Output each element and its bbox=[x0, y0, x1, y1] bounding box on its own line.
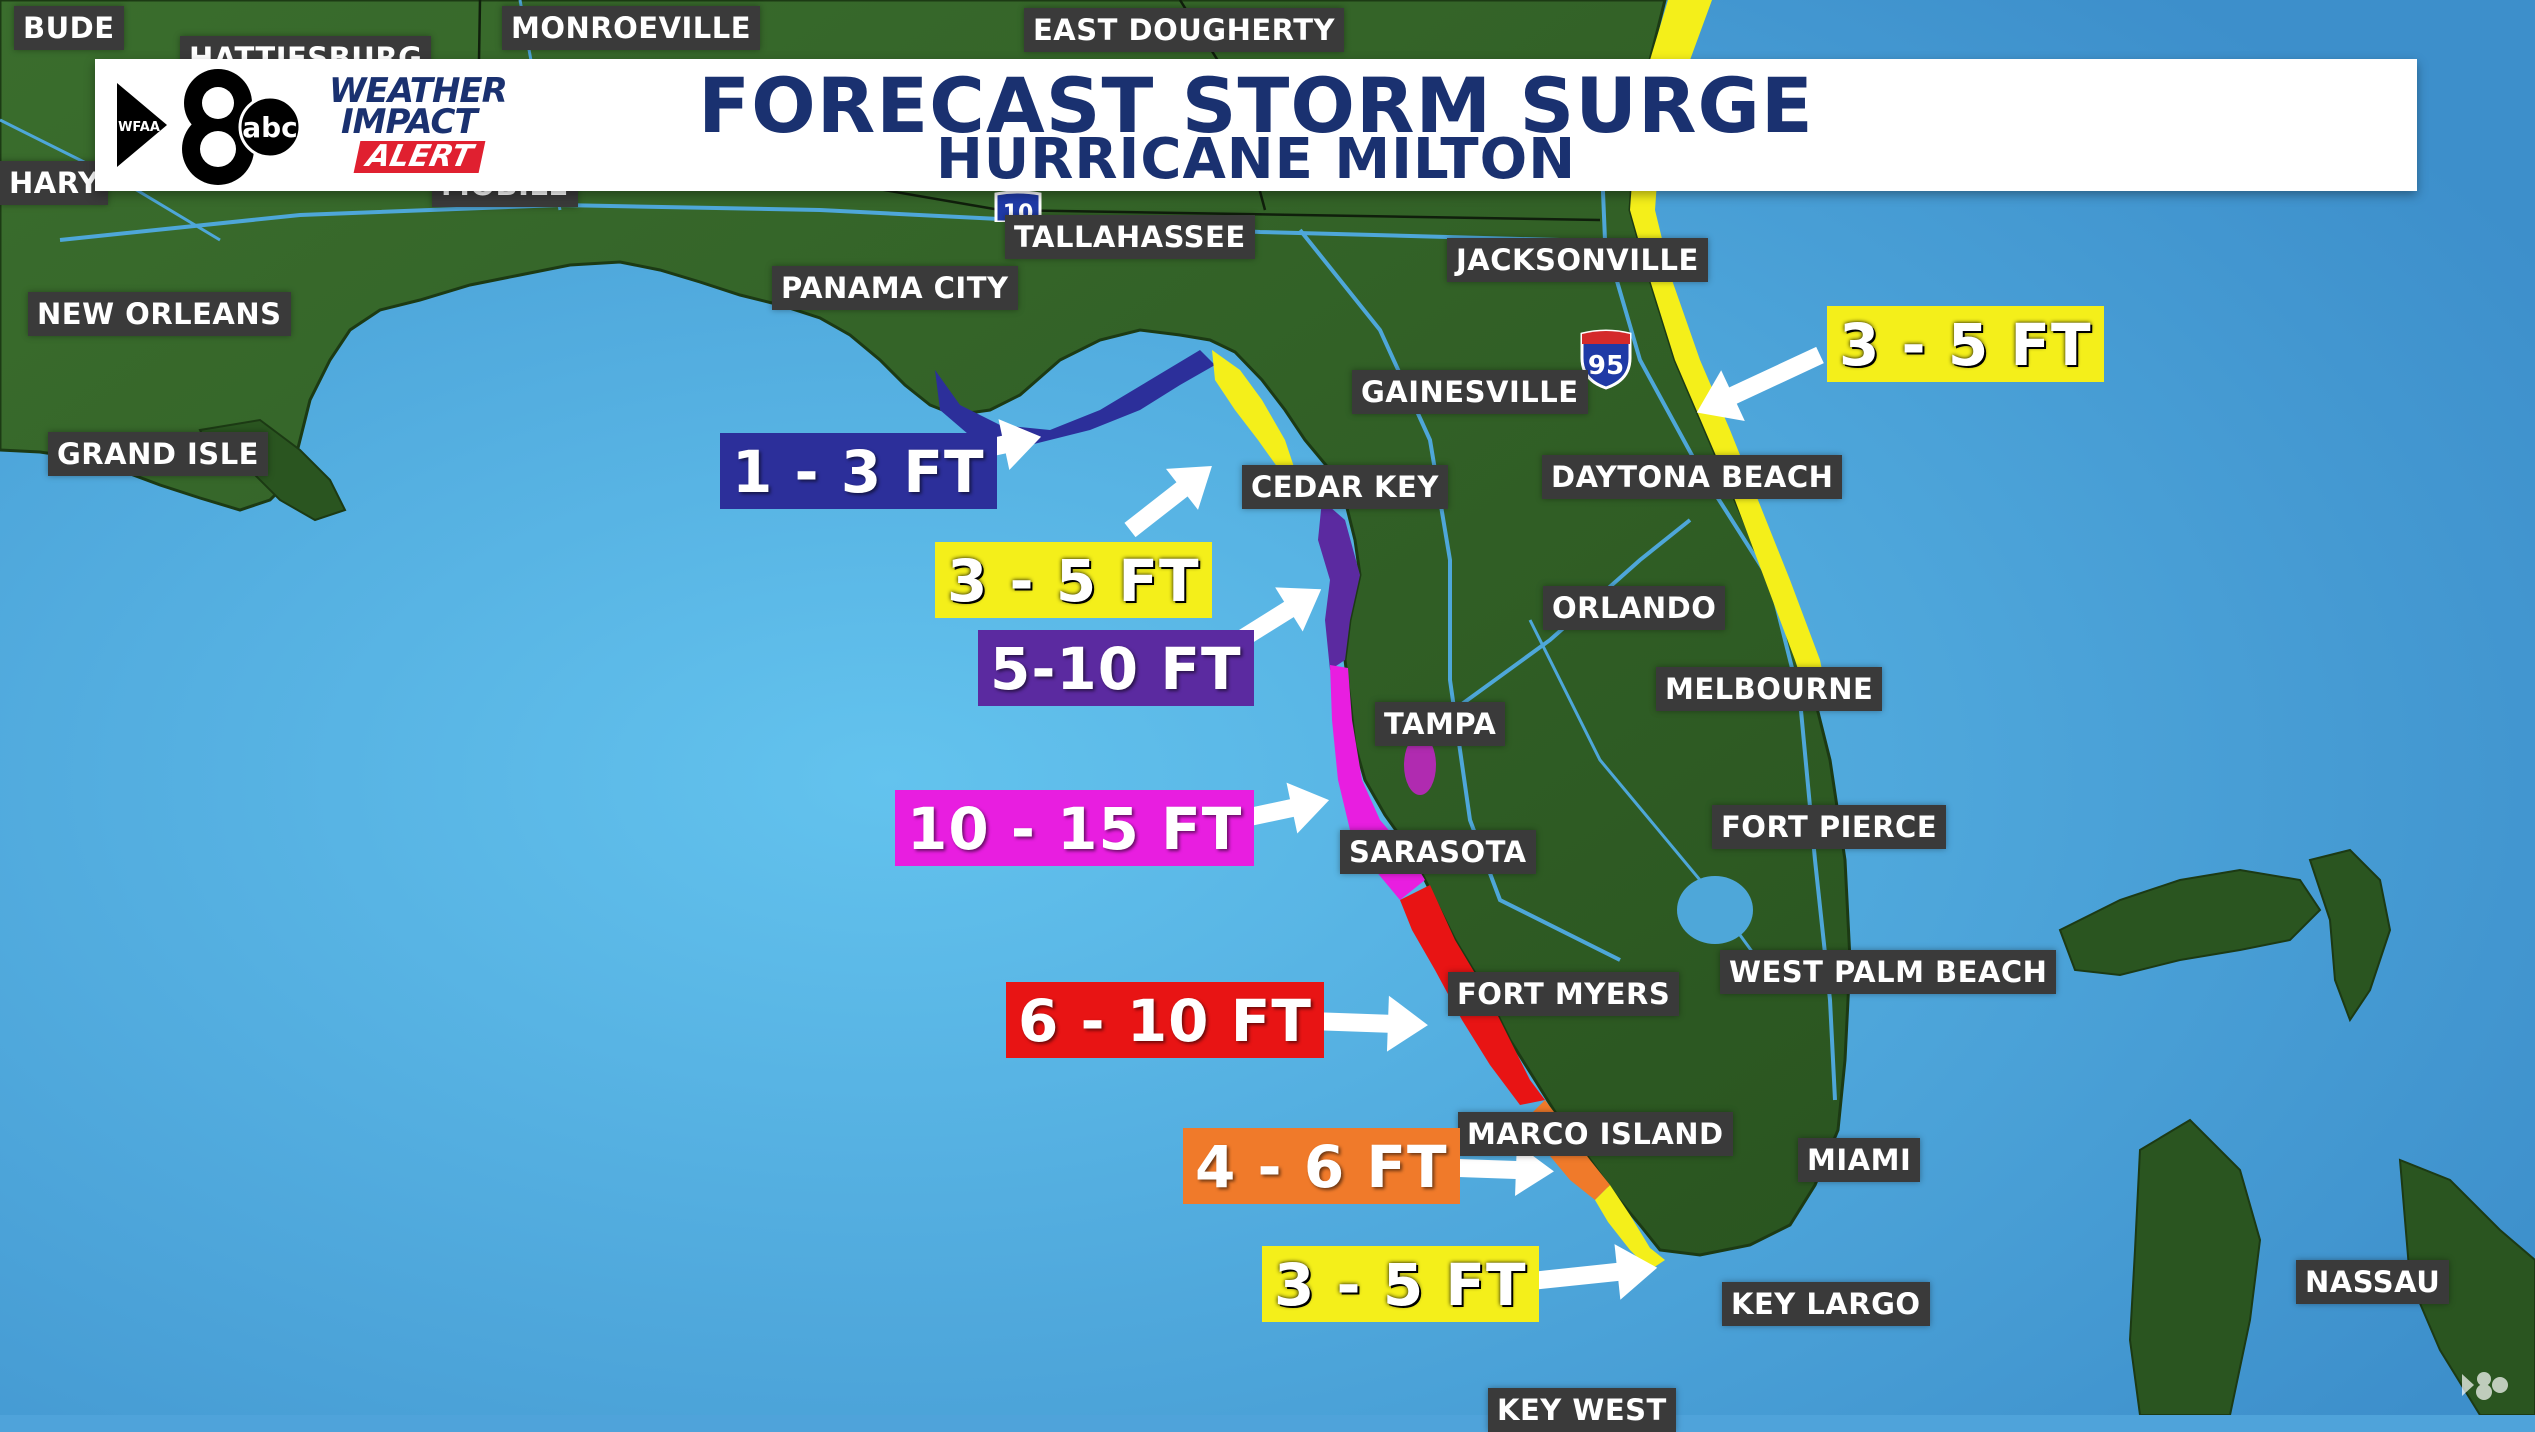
road-i75 bbox=[1298, 228, 1621, 962]
city-label-key-largo: KEY LARGO bbox=[1722, 1282, 1930, 1326]
surge-label-sw-tip: 3 - 5 FT bbox=[1262, 1246, 1539, 1322]
surge-zone-nature-coast bbox=[1318, 500, 1360, 670]
i95-number: 95 bbox=[1588, 351, 1624, 381]
city-label-fort-pierce: FORT PIERCE bbox=[1712, 805, 1947, 849]
surge-label-tampa-bay: 10 - 15 FT bbox=[895, 790, 1255, 866]
arrow-sw-tip bbox=[1511, 1244, 1658, 1300]
city-label-key-west: KEY WEST bbox=[1488, 1388, 1676, 1432]
impact-text: IMPACT bbox=[341, 102, 478, 142]
city-label-jacksonville: JACKSONVILLE bbox=[1447, 238, 1708, 282]
interstate-95-shield: 95 bbox=[1580, 329, 1632, 390]
arrow-big-bend bbox=[1124, 465, 1212, 538]
bahamas-abaco bbox=[2308, 848, 2392, 1023]
page-title: FORECAST STORM SURGE bbox=[698, 61, 1814, 150]
surge-zone-panhandle bbox=[935, 350, 1215, 445]
wfaa-text: WFAA bbox=[118, 120, 160, 135]
city-label-orlando: ORLANDO bbox=[1543, 586, 1726, 630]
surge-label-big-bend: 3 - 5 FT bbox=[935, 542, 1212, 618]
page-subtitle: HURRICANE MILTON bbox=[935, 127, 1577, 192]
city-label-panama-city: PANAMA CITY bbox=[772, 266, 1018, 310]
city-label-gainesville: GAINESVILLE bbox=[1352, 370, 1588, 414]
city-label-east-dougherty: EAST DOUGHERTY bbox=[1024, 8, 1344, 52]
city-label-tampa: TAMPA bbox=[1375, 702, 1506, 746]
city-label-melbourne: MELBOURNE bbox=[1656, 667, 1883, 711]
city-label-grand-isle: GRAND ISLE bbox=[48, 432, 268, 476]
city-label-sarasota: SARASOTA bbox=[1340, 830, 1536, 874]
surge-label-nature-coast: 5-10 FT bbox=[978, 630, 1254, 706]
city-label-west-palm-beach: WEST PALM BEACH bbox=[1720, 950, 2057, 994]
wfaa-8-abc-logo: abc WFAA bbox=[117, 69, 302, 185]
title-banner: abc WFAA WEATHER IMPACT ALERT FORECAST S… bbox=[95, 59, 2417, 191]
city-label-hary: HARY bbox=[0, 161, 109, 205]
city-label-marco-island: MARCO ISLAND bbox=[1458, 1112, 1733, 1156]
surge-label-panhandle: 1 - 3 FT bbox=[720, 433, 997, 509]
station-bug-icon bbox=[2462, 1372, 2508, 1400]
surge-zone-sw-tip bbox=[1595, 1185, 1665, 1270]
surge-zone-big-bend bbox=[1212, 350, 1295, 470]
arrow-east-coast bbox=[1696, 346, 1824, 421]
bahamas-andros bbox=[2128, 1118, 2262, 1415]
city-label-nassau: NASSAU bbox=[2296, 1260, 2450, 1304]
city-label-bude: BUDE bbox=[14, 6, 124, 50]
city-label-daytona-beach: DAYTONA BEACH bbox=[1542, 455, 1843, 499]
mainland-landmass bbox=[0, 0, 1852, 1257]
surge-label-fort-myers: 6 - 10 FT bbox=[1006, 982, 1324, 1058]
city-label-new-orleans: NEW ORLEANS bbox=[28, 292, 291, 336]
surge-label-east-coast: 3 - 5 FT bbox=[1827, 306, 2104, 382]
surge-label-naples: 4 - 6 FT bbox=[1183, 1128, 1460, 1204]
bahamas-north bbox=[2058, 868, 2322, 977]
city-label-cedar-key: CEDAR KEY bbox=[1242, 465, 1448, 509]
city-label-monroeville: MONROEVILLE bbox=[502, 6, 761, 50]
lake-okeechobee bbox=[1677, 876, 1753, 944]
city-label-fort-myers: FORT MYERS bbox=[1448, 972, 1680, 1016]
lake-tampa-bay bbox=[1404, 735, 1436, 795]
city-label-miami: MIAMI bbox=[1798, 1138, 1921, 1182]
city-label-tallahassee: TALLAHASSEE bbox=[1005, 215, 1255, 259]
weather-text: WEATHER bbox=[329, 71, 508, 111]
abc-text: abc bbox=[242, 111, 298, 144]
road-i10 bbox=[59, 202, 1561, 242]
